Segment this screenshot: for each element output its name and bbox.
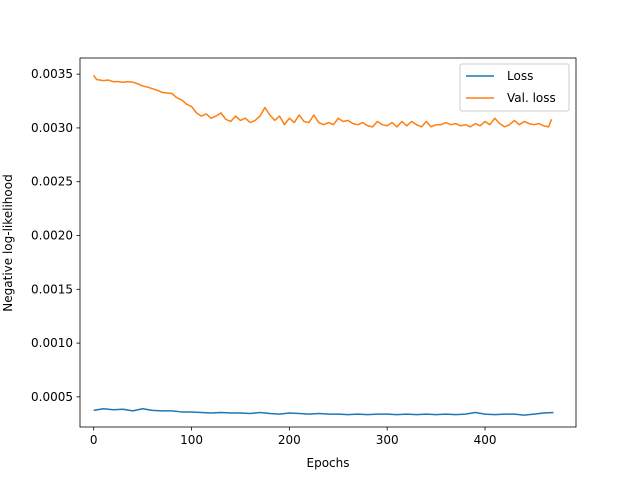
y-tick-label: 0.0035 xyxy=(31,67,73,81)
y-axis-ticks: 0.0005 0.0010 0.0015 0.0020 0.0025 0.0030 0.00… xyxy=(31,67,80,404)
legend-label-val-loss: Val. loss xyxy=(507,91,556,105)
series-line-loss xyxy=(93,407,554,416)
legend: Loss Val. loss xyxy=(459,63,570,112)
series-line-val-loss xyxy=(93,74,553,128)
y-tick-label: 0.0025 xyxy=(31,175,73,189)
plot-frame xyxy=(79,57,577,428)
x-tick-label: 200 xyxy=(278,433,301,447)
y-tick-label: 0.0030 xyxy=(31,121,73,135)
y-axis-label: Negative log-likelihood xyxy=(1,174,15,311)
x-tick-label: 300 xyxy=(376,433,399,447)
x-tick-label: 0 xyxy=(90,433,98,447)
y-tick-label: 0.0020 xyxy=(31,229,73,243)
y-tick-label: 0.0005 xyxy=(31,390,73,404)
x-tick-label: 400 xyxy=(474,433,497,447)
series-layer xyxy=(93,74,554,416)
x-axis-label: Epochs xyxy=(307,456,350,470)
x-axis-ticks: 0 100 200 300 400 xyxy=(90,427,497,447)
y-tick-label: 0.0015 xyxy=(31,282,73,296)
x-tick-label: 100 xyxy=(180,433,203,447)
y-tick-label: 0.0010 xyxy=(31,336,73,350)
legend-label-loss: Loss xyxy=(507,69,533,83)
